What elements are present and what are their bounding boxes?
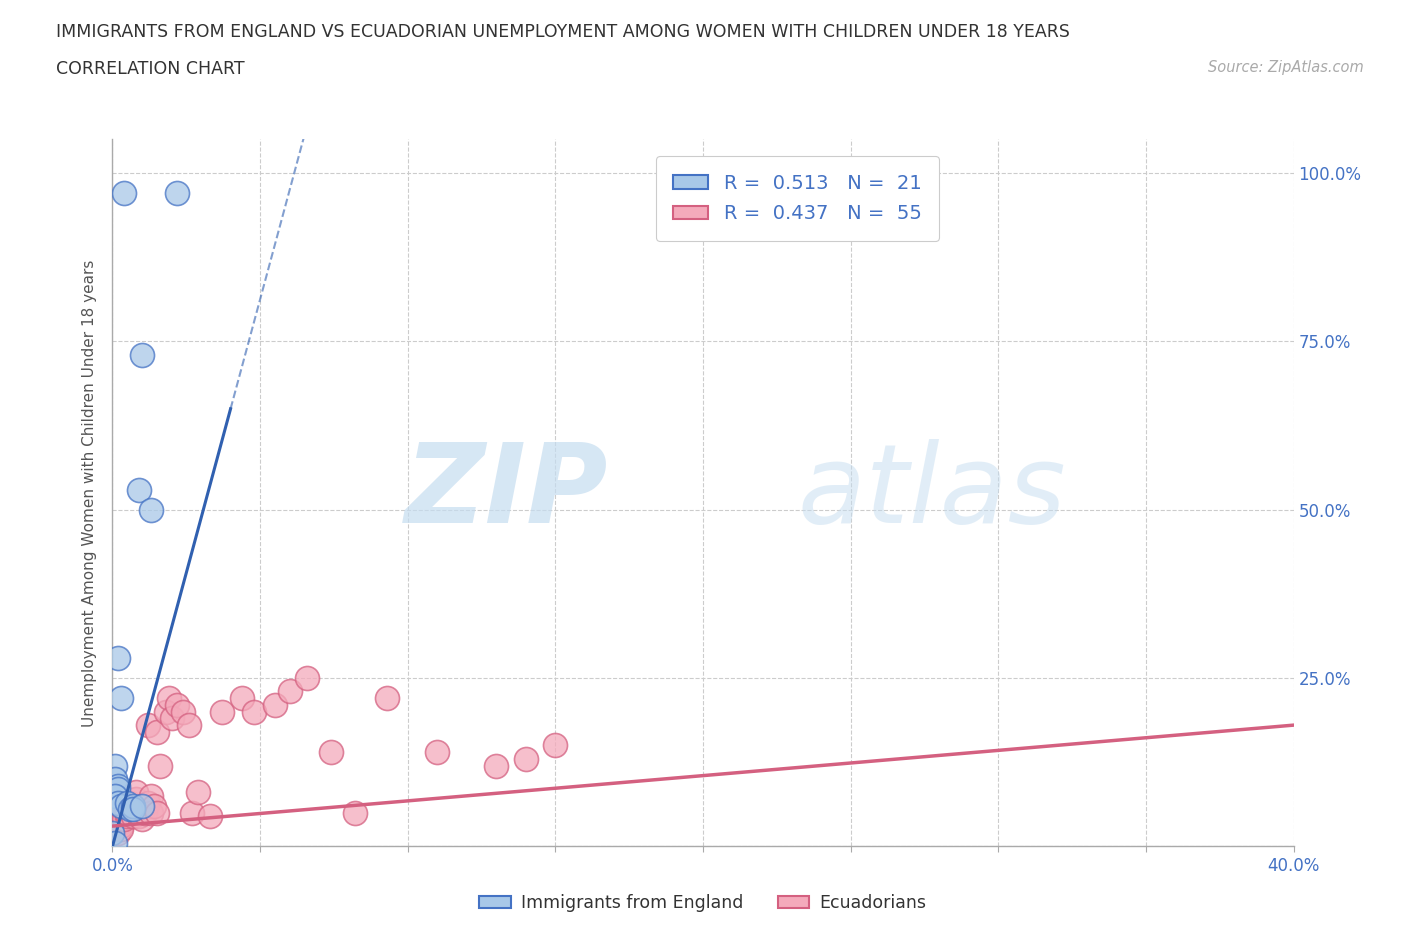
Text: ZIP: ZIP — [405, 439, 609, 547]
Point — [104, 822, 127, 837]
Text: Source: ZipAtlas.com: Source: ZipAtlas.com — [1208, 60, 1364, 75]
Point — [515, 751, 537, 766]
Point — [155, 704, 177, 719]
Point — [112, 812, 135, 827]
Point — [107, 650, 129, 665]
Point — [125, 802, 148, 817]
Point — [172, 704, 194, 719]
Point — [122, 802, 145, 817]
Point — [375, 691, 398, 706]
Point — [120, 799, 142, 814]
Point — [187, 785, 209, 800]
Point — [198, 808, 221, 823]
Point — [128, 482, 150, 497]
Point — [146, 724, 169, 739]
Point — [139, 805, 162, 820]
Text: atlas: atlas — [797, 439, 1066, 547]
Point — [319, 745, 342, 760]
Point — [278, 684, 301, 699]
Point — [343, 805, 366, 820]
Point — [117, 802, 138, 817]
Point — [149, 758, 172, 773]
Point — [125, 791, 148, 806]
Point — [181, 805, 204, 820]
Point — [179, 718, 201, 733]
Point — [128, 808, 150, 823]
Point — [157, 691, 180, 706]
Point — [107, 778, 129, 793]
Point — [101, 826, 124, 841]
Point — [120, 802, 142, 817]
Point — [112, 186, 135, 201]
Point — [243, 704, 266, 719]
Point — [136, 718, 159, 733]
Point — [231, 691, 253, 706]
Point — [110, 799, 132, 814]
Point — [142, 799, 165, 814]
Point — [297, 671, 319, 685]
Point — [544, 737, 567, 752]
Point — [122, 802, 145, 817]
Point — [104, 758, 127, 773]
Text: IMMIGRANTS FROM ENGLAND VS ECUADORIAN UNEMPLOYMENT AMONG WOMEN WITH CHILDREN UND: IMMIGRANTS FROM ENGLAND VS ECUADORIAN UN… — [56, 23, 1070, 41]
Point — [117, 808, 138, 823]
Point — [128, 805, 150, 820]
Point — [104, 818, 127, 833]
Point — [139, 789, 162, 804]
Point — [110, 822, 132, 837]
Point — [104, 789, 127, 804]
Point — [104, 835, 127, 850]
Point — [122, 799, 145, 814]
Point — [104, 772, 127, 787]
Point — [107, 795, 129, 810]
Point — [134, 805, 156, 820]
Point — [166, 186, 188, 201]
Point — [107, 812, 129, 827]
Text: CORRELATION CHART: CORRELATION CHART — [56, 60, 245, 78]
Point — [117, 795, 138, 810]
Point — [107, 781, 129, 796]
Point — [122, 808, 145, 823]
Point — [112, 799, 135, 814]
Point — [136, 795, 159, 810]
Legend: Immigrants from England, Ecuadorians: Immigrants from England, Ecuadorians — [472, 887, 934, 919]
Point — [211, 704, 233, 719]
Y-axis label: Unemployment Among Women with Children Under 18 years: Unemployment Among Women with Children U… — [82, 259, 97, 726]
Point — [107, 816, 129, 830]
Point — [131, 812, 153, 827]
Point — [160, 711, 183, 725]
Point — [139, 502, 162, 517]
Point — [110, 816, 132, 830]
Point — [146, 805, 169, 820]
Point — [110, 818, 132, 833]
Point — [166, 698, 188, 712]
Point — [264, 698, 287, 712]
Point — [120, 795, 142, 810]
Point — [131, 799, 153, 814]
Point — [131, 799, 153, 814]
Point — [131, 348, 153, 363]
Point — [426, 745, 449, 760]
Point — [117, 805, 138, 820]
Point — [107, 826, 129, 841]
Point — [110, 691, 132, 706]
Point — [485, 758, 508, 773]
Point — [125, 785, 148, 800]
